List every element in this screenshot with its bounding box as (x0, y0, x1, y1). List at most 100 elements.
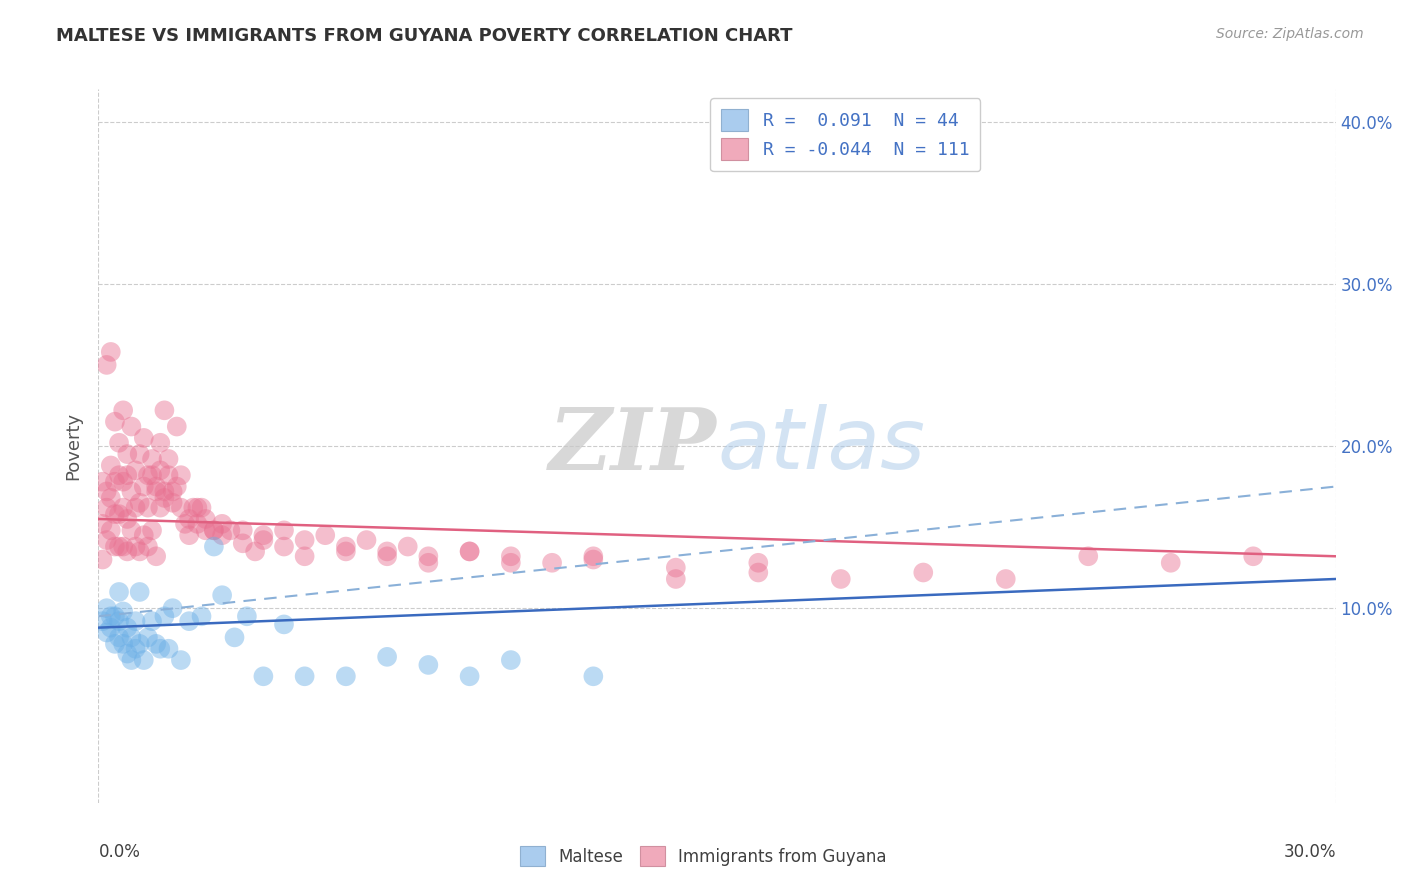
Point (157, 641, 180, 656)
Text: ZIP: ZIP (550, 404, 717, 488)
Point (335, 669, 357, 683)
Point (747, 566, 769, 580)
Point (273, 540, 295, 554)
Point (236, 609, 259, 624)
Point (166, 479, 188, 493)
Point (181, 500, 204, 515)
Point (128, 637, 150, 651)
Point (149, 435, 172, 450)
Point (96, 625, 118, 640)
Point (396, 540, 419, 554)
Point (96, 484, 118, 499)
Point (149, 500, 172, 515)
Point (104, 415, 127, 429)
Point (153, 484, 176, 499)
Point (108, 507, 131, 521)
Point (96, 358, 118, 372)
Point (120, 484, 142, 499)
Point (153, 491, 176, 505)
Point (141, 524, 163, 538)
Point (273, 524, 295, 538)
Point (665, 572, 688, 586)
Point (186, 500, 208, 515)
Point (219, 524, 242, 538)
Point (100, 609, 122, 624)
Point (120, 631, 142, 645)
Point (112, 475, 135, 489)
Point (124, 614, 146, 628)
Point (194, 512, 217, 526)
Point (1241, 549, 1264, 564)
Point (170, 653, 193, 667)
Point (162, 496, 184, 510)
Point (232, 536, 254, 550)
Point (104, 609, 127, 624)
Point (96, 533, 118, 547)
Point (252, 669, 274, 683)
Point (273, 617, 295, 632)
Point (112, 500, 135, 515)
Point (153, 609, 176, 624)
Point (100, 524, 122, 538)
Point (132, 431, 155, 445)
Point (149, 463, 172, 477)
Point (112, 403, 135, 417)
Point (108, 540, 131, 554)
Legend: R =  0.091  N = 44, R = -0.044  N = 111: R = 0.091 N = 44, R = -0.044 N = 111 (710, 98, 980, 171)
Point (252, 528, 274, 542)
Point (112, 604, 135, 618)
Point (124, 540, 146, 554)
Point (124, 641, 146, 656)
Text: 30.0%: 30.0% (1284, 843, 1336, 861)
Point (582, 549, 605, 564)
Point (157, 468, 180, 483)
Point (375, 549, 398, 564)
Point (108, 585, 131, 599)
Point (499, 653, 522, 667)
Point (120, 419, 142, 434)
Point (128, 496, 150, 510)
Point (104, 540, 127, 554)
Point (100, 458, 122, 473)
Point (157, 452, 180, 467)
Point (112, 637, 135, 651)
Point (418, 657, 440, 672)
Point (243, 544, 266, 558)
Point (136, 468, 159, 483)
Point (211, 528, 233, 542)
Text: 0.0%: 0.0% (98, 843, 141, 861)
Point (153, 403, 176, 417)
Point (117, 447, 139, 461)
Point (104, 507, 127, 521)
Point (912, 566, 935, 580)
Point (166, 419, 188, 434)
Point (136, 500, 159, 515)
Point (100, 345, 122, 359)
Point (108, 468, 131, 483)
Point (117, 647, 139, 661)
Point (190, 609, 212, 624)
Point (747, 556, 769, 570)
Point (499, 556, 522, 570)
Point (117, 468, 139, 483)
Point (145, 637, 167, 651)
Point (104, 475, 127, 489)
Point (1160, 556, 1182, 570)
Point (179, 614, 201, 628)
Point (162, 484, 184, 499)
Point (202, 524, 225, 538)
Point (418, 556, 440, 570)
Point (665, 560, 688, 574)
Point (202, 540, 225, 554)
Point (1077, 549, 1099, 564)
Point (117, 512, 139, 526)
Point (132, 653, 155, 667)
Point (149, 641, 172, 656)
Point (170, 500, 193, 515)
Point (117, 544, 139, 558)
Point (141, 468, 163, 483)
Point (117, 621, 139, 635)
Point (100, 491, 122, 505)
Point (132, 528, 155, 542)
Point (294, 669, 316, 683)
